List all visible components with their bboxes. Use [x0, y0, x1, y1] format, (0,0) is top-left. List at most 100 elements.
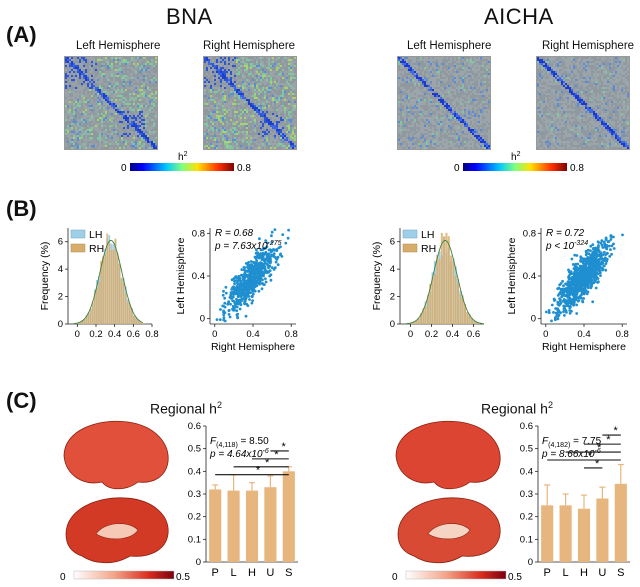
bna-scatter-point — [263, 252, 267, 256]
aicha-scatter-point — [603, 250, 606, 254]
aicha-scatter-point — [568, 311, 572, 315]
bna-scatter-point — [221, 293, 225, 297]
bna-scatter-point — [264, 277, 267, 281]
bna-scatter-point — [260, 287, 264, 291]
bna-scatter-point — [270, 230, 274, 234]
bna-scatter-point — [240, 295, 243, 299]
bna-scatter-point — [261, 264, 264, 268]
aicha-hist-rh — [408, 232, 480, 324]
aicha-scatter-point — [573, 265, 577, 268]
bna-scatter-point — [256, 262, 259, 265]
bna-scatter-point — [242, 268, 246, 272]
bna-scatter-point — [258, 263, 262, 266]
aicha-cbar-min: 0 — [454, 163, 460, 174]
bna-scatter-point — [231, 307, 234, 311]
aicha-hist-bar — [424, 306, 427, 324]
aicha-scatter-point — [609, 234, 613, 237]
bna-scatter-point — [270, 254, 274, 258]
aicha-scatter-point — [582, 297, 586, 300]
bna-scatter-point — [279, 245, 282, 249]
bna-category-label: S — [285, 567, 292, 579]
aicha-scatter-point — [569, 305, 572, 309]
bna-scatter-point — [251, 271, 255, 275]
aicha-scatter-point — [557, 313, 561, 317]
aicha-scatter-point — [578, 264, 582, 268]
aicha-scatter-point — [621, 233, 624, 237]
bna-left-hemi-label: Left Hemisphere — [76, 40, 161, 52]
bna-scatter-point — [246, 262, 249, 266]
aicha-legend-rh-swatch — [402, 243, 418, 253]
bna-scatter-point — [241, 277, 245, 280]
aicha-legend-rh: RH — [421, 243, 436, 255]
aicha-histogram: 0 0.2 0.4 0.6 0 2 4 6 Frequency (%) LH RH — [371, 228, 485, 340]
bna-regional-title: Regional h2 — [150, 400, 222, 417]
aicha-scatter-point — [596, 265, 600, 268]
bna-hist-bar — [120, 277, 123, 324]
bna-scatter-y-tick-label: 0.4 — [192, 271, 205, 282]
aicha-scatter-y-tick-label: 0.4 — [523, 271, 536, 282]
bna-y-tick-label: 4 — [58, 264, 63, 275]
bna-hist-bar — [122, 282, 125, 324]
bna-hist-rh — [75, 233, 146, 324]
aicha-scatter-point — [596, 240, 600, 244]
bna-scatter-point — [228, 315, 232, 319]
aicha-scatter-point — [572, 303, 575, 307]
bna-scatter-point — [257, 289, 261, 293]
bna-hist-bar — [108, 242, 111, 324]
aicha-scatter-point — [589, 284, 593, 287]
aicha-y-tick-label: 6 — [390, 237, 395, 248]
aicha-scatter-point — [603, 242, 607, 246]
aicha-y-tick-label: 4 — [390, 264, 395, 275]
aicha-scatter-point — [562, 307, 566, 311]
bna-scatter-point — [268, 274, 272, 278]
bna-scatter-point — [266, 241, 269, 245]
bna-right-hemi-label: Right Hemisphere — [203, 40, 296, 52]
bna-hist-bar — [102, 256, 104, 324]
aicha-scatter-y-tick-label: 0 — [531, 314, 536, 325]
aicha-hist-bar — [431, 277, 434, 324]
bna-hist-bar — [137, 319, 139, 324]
bna-scatter-point — [263, 259, 267, 263]
bna-scatter-point — [264, 280, 268, 284]
bna-scatter-point — [272, 248, 276, 251]
aicha-hist-bar — [477, 322, 480, 324]
aicha-scatter-point — [596, 246, 600, 250]
bna-scatter-point — [244, 273, 247, 276]
aicha-sig-star: * — [588, 450, 593, 462]
bna-scatter-x-tick-label: 0.4 — [246, 329, 259, 340]
aicha-scatter-point — [557, 302, 561, 306]
aicha-x-tick-label: 0.2 — [425, 329, 438, 340]
aicha-scatter-point — [594, 249, 597, 253]
aicha-x-tick-label: 0.4 — [446, 329, 459, 340]
bna-scatter-point — [251, 268, 255, 272]
bna-scatter-point — [256, 278, 260, 282]
bna-hist-bar — [89, 308, 92, 324]
aicha-scatter-x-tick-label: 0.8 — [616, 329, 629, 340]
bna-hist-bar — [128, 303, 131, 324]
bna-scatter-point — [250, 301, 254, 305]
bna-sig-star: * — [256, 465, 261, 477]
bna-scatter-point — [235, 298, 239, 302]
aicha-hist-bar — [445, 232, 448, 324]
bna-scatter-point — [239, 281, 242, 285]
bna-scatter-point — [267, 258, 270, 262]
bna-scatter-point — [246, 275, 250, 278]
aicha-scatter-point — [598, 271, 602, 275]
bna-scatter-point — [254, 257, 258, 260]
bna-scatter-point — [246, 264, 250, 268]
aicha-rh-matrix — [536, 56, 630, 150]
bna-scatter-point — [253, 264, 257, 267]
bna-scatter-point — [229, 296, 233, 300]
aicha-legend: LH RH — [402, 229, 436, 255]
aicha-bar-y-tick-label: 0.6 — [520, 421, 533, 432]
bna-scatter-point — [223, 311, 227, 314]
aicha-category-label: S — [617, 567, 624, 579]
bna-sig-star: * — [274, 449, 279, 461]
bna-scatter-point — [238, 307, 242, 311]
bna-scatter-point — [270, 240, 274, 244]
aicha-scatter-point — [589, 270, 593, 273]
aicha-scatter-point — [605, 247, 609, 251]
aicha-scatter-point — [580, 285, 584, 289]
